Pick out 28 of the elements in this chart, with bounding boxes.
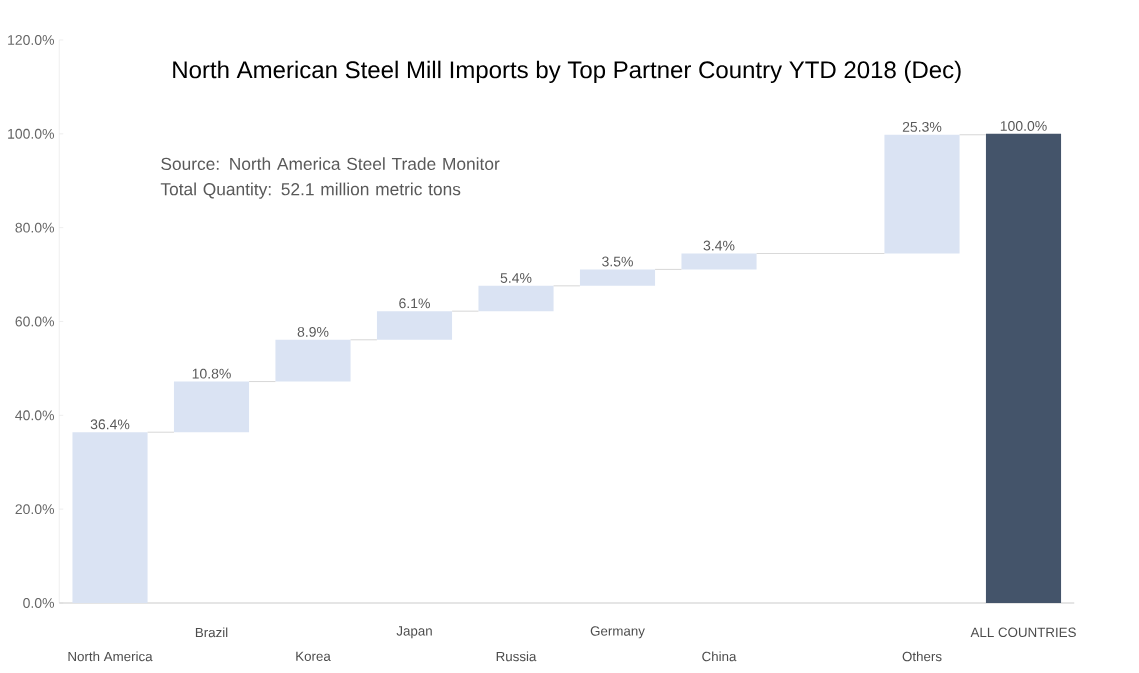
x-tick-label: Russia [496, 651, 537, 662]
annotation: Source: North America Steel Trade Monitor [161, 157, 500, 171]
y-tick-label: 40.0% [15, 410, 55, 421]
data-label: 25.3% [902, 121, 942, 132]
data-label: 10.8% [192, 368, 231, 379]
x-tick-label: Germany [590, 626, 645, 639]
x-tick-label: ALL COUNTRIES [970, 627, 1076, 638]
x-tick-label: China [702, 651, 737, 662]
data-label: 36.4% [90, 419, 130, 430]
y-tick-label: 60.0% [15, 316, 55, 327]
data-label: 5.4% [500, 273, 532, 283]
y-tick-label: 0.0% [23, 598, 55, 608]
data-label: 8.9% [297, 326, 329, 337]
x-tick-label: Korea [296, 651, 331, 661]
x-tick-label: Japan [396, 626, 432, 639]
y-tick-label: 80.0% [15, 222, 55, 233]
data-label: 6.1% [399, 298, 430, 309]
data-label: 3.5% [602, 256, 633, 267]
x-tick-label: Brazil [195, 627, 228, 638]
annotation: Total Quantity: 52.1 million metric tons [160, 182, 461, 199]
x-tick-label: North America [68, 651, 153, 662]
text: North American Steel Mill Imports by Top Partner Country YTD 2018 (Dec) [173, 60, 961, 84]
y-tick-label: 100.0% [8, 128, 55, 139]
data-label: 3.4% [703, 240, 735, 251]
x-tick-label: Others [902, 651, 942, 662]
data-label: 100.0% [1000, 120, 1047, 131]
y-tick-label: 20.0% [15, 504, 55, 515]
y-tick-label: 120.0% [8, 35, 55, 45]
